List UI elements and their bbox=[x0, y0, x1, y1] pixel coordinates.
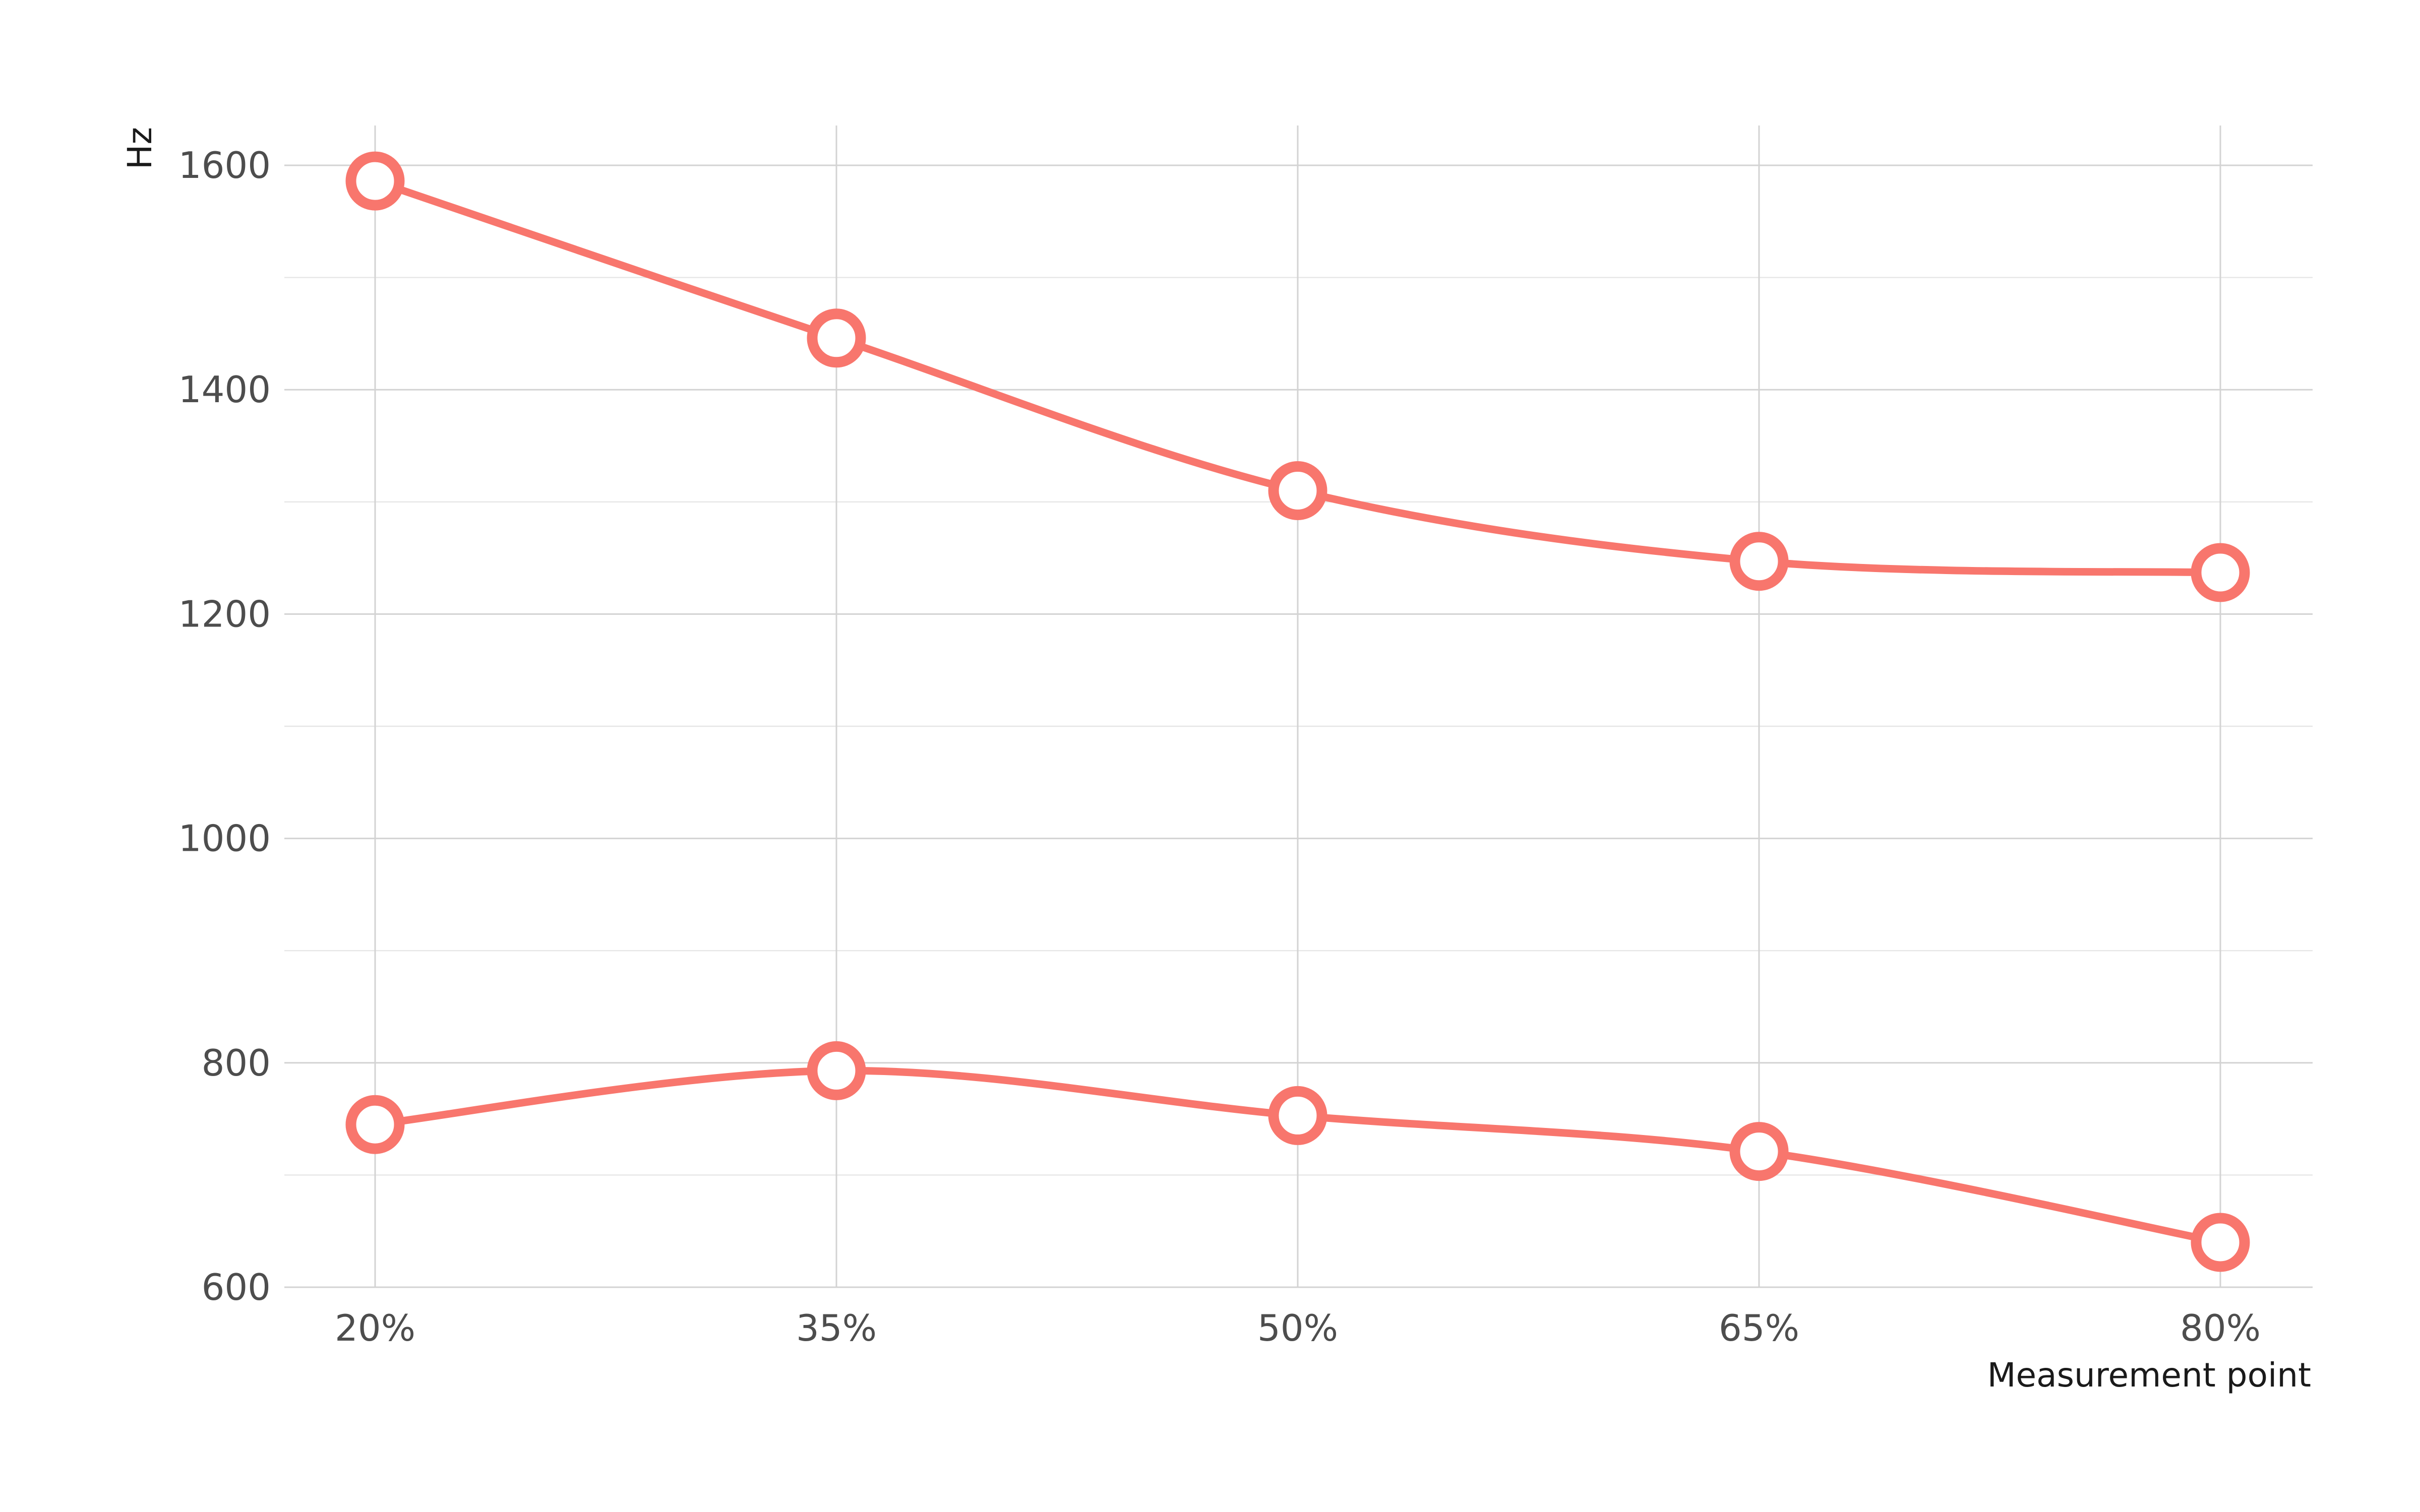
data-point bbox=[1268, 1086, 1327, 1145]
data-point bbox=[1268, 461, 1327, 521]
data-point bbox=[807, 1041, 866, 1100]
x-tick-label: 35% bbox=[796, 1307, 877, 1349]
data-point bbox=[345, 151, 405, 211]
x-axis-title: Measurement point bbox=[1987, 1356, 2311, 1395]
x-tick-label: 50% bbox=[1257, 1307, 1338, 1349]
data-point bbox=[2191, 543, 2250, 602]
data-point bbox=[2191, 1213, 2250, 1272]
x-tick-label: 20% bbox=[335, 1307, 415, 1349]
y-tick-label: 800 bbox=[202, 1042, 271, 1084]
y-tick-label: 1400 bbox=[178, 368, 271, 411]
data-point bbox=[1729, 532, 1789, 591]
data-point bbox=[345, 1095, 405, 1154]
y-axis-title: Hz bbox=[120, 127, 159, 169]
y-tick-label: 1600 bbox=[178, 144, 271, 186]
y-tick-label: 1000 bbox=[178, 817, 271, 860]
x-tick-label: 80% bbox=[2180, 1307, 2261, 1349]
x-tick-label: 65% bbox=[1719, 1307, 1799, 1349]
data-point bbox=[1729, 1122, 1789, 1181]
data-point bbox=[807, 308, 866, 368]
axis-ticks: 600 800 1000 1200 1400 1600 20% 35% 50% 65% 80% bbox=[178, 144, 2261, 1349]
y-tick-label: 600 bbox=[202, 1266, 271, 1308]
plot-area bbox=[345, 151, 2250, 1272]
y-tick-label: 1200 bbox=[178, 593, 271, 635]
